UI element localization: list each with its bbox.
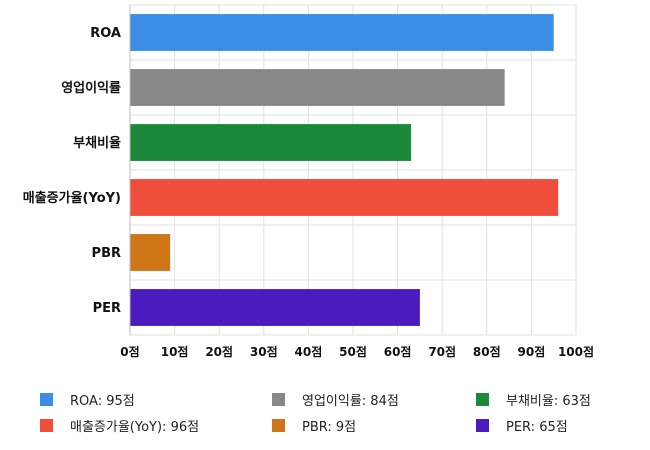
x-tick-label-4: 40점 — [295, 344, 323, 359]
legend-swatch-sales-growth — [40, 419, 53, 432]
x-tick-label-8: 80점 — [473, 344, 501, 359]
category-label-4: PBR — [92, 246, 121, 261]
legend-label-per: PER: 65점 — [506, 420, 568, 435]
x-tick-label-1: 10점 — [161, 344, 189, 359]
legend: ROA: 95점 영업이익률: 84점 부채비율: 63점 매출증가율(YoY)… — [40, 390, 640, 435]
category-label-2: 부채비율 — [73, 135, 121, 151]
legend-item-sales-growth[interactable]: 매출증가율(YoY): 96점 — [40, 416, 272, 435]
category-label-1: 영업이익률 — [61, 80, 121, 96]
category-label-5: PER — [93, 301, 121, 316]
legend-label-pbr: PBR: 9점 — [302, 420, 357, 435]
bar-5 — [130, 289, 420, 326]
category-label-3: 매출증가율(YoY) — [23, 190, 121, 206]
bar-1 — [130, 69, 505, 106]
bar-2 — [130, 124, 411, 161]
legend-item-pbr[interactable]: PBR: 9점 — [272, 416, 476, 435]
x-tick-label-6: 60점 — [384, 344, 412, 359]
legend-swatch-roa — [40, 393, 53, 406]
legend-label-sales-growth: 매출증가율(YoY): 96점 — [70, 420, 200, 435]
legend-item-roa[interactable]: ROA: 95점 — [40, 390, 272, 409]
x-tick-label-9: 90점 — [518, 344, 546, 359]
legend-label-roa: ROA: 95점 — [70, 394, 135, 409]
legend-swatch-operating-margin — [272, 393, 285, 406]
x-tick-label-7: 70점 — [428, 344, 456, 359]
x-tick-label-0: 0점 — [120, 344, 139, 359]
category-label-0: ROA — [90, 26, 121, 41]
bar-4 — [130, 234, 171, 271]
bar-0 — [130, 14, 554, 51]
x-tick-label-2: 20점 — [205, 344, 233, 359]
bar-chart: 0점 10점 20점 30점 40점 50점 60점 70점 80점 90점 100점 ROA 영업이익… — [23, 4, 594, 359]
legend-label-operating-margin: 영업이익률: 84점 — [302, 394, 399, 409]
x-tick-label-10: 100점 — [558, 344, 594, 359]
legend-item-operating-margin[interactable]: 영업이익률: 84점 — [272, 390, 476, 409]
legend-item-per[interactable]: PER: 65점 — [476, 416, 646, 435]
legend-swatch-per — [476, 419, 489, 432]
legend-label-debt-ratio: 부채비율: 63점 — [506, 394, 591, 409]
legend-item-debt-ratio[interactable]: 부채비율: 63점 — [476, 390, 646, 409]
bar-3 — [130, 179, 559, 216]
legend-swatch-pbr — [272, 419, 285, 432]
legend-swatch-debt-ratio — [476, 393, 489, 406]
x-tick-label-5: 50점 — [339, 344, 367, 359]
x-tick-label-3: 30점 — [250, 344, 278, 359]
